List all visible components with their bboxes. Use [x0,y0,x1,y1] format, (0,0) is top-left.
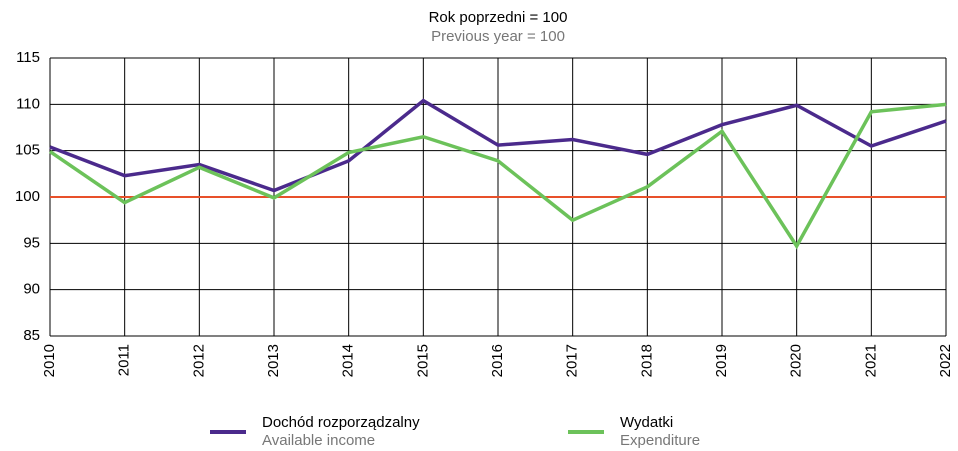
legend-label: Available income [262,432,375,449]
x-tick-label: 2011 [116,344,133,376]
y-tick-label: 95 [23,234,40,251]
x-tick-label: 2020 [788,344,805,377]
y-tick-label: 90 [23,281,40,298]
legend-label: Dochód rozporządzalny [262,414,420,431]
series-line [49,98,947,193]
x-tick-label: 2013 [265,344,282,377]
chart-subtitle: Previous year = 100 [431,28,565,45]
x-tick-label: 2015 [414,344,431,377]
x-tick-label: 2021 [862,344,879,377]
x-tick-label: 2018 [638,344,655,377]
series-line [49,102,947,250]
x-tick-label: 2012 [190,344,207,377]
y-tick-label: 110 [16,95,40,112]
y-tick-label: 105 [15,142,40,159]
legend-label: Expenditure [620,432,700,449]
y-tick-label: 85 [23,327,40,344]
chart-title: Rok poprzedni = 100 [429,9,568,26]
x-tick-label: 2022 [937,344,954,377]
x-tick-label: 2016 [489,344,506,377]
x-tick-label: 2017 [564,344,581,377]
y-tick-label: 100 [15,188,40,205]
x-tick-label: 2014 [340,344,357,377]
legend-label: Wydatki [620,414,673,431]
y-tick-label: 115 [16,49,40,66]
x-tick-label: 2019 [713,344,730,377]
x-tick-label: 2010 [41,344,58,377]
